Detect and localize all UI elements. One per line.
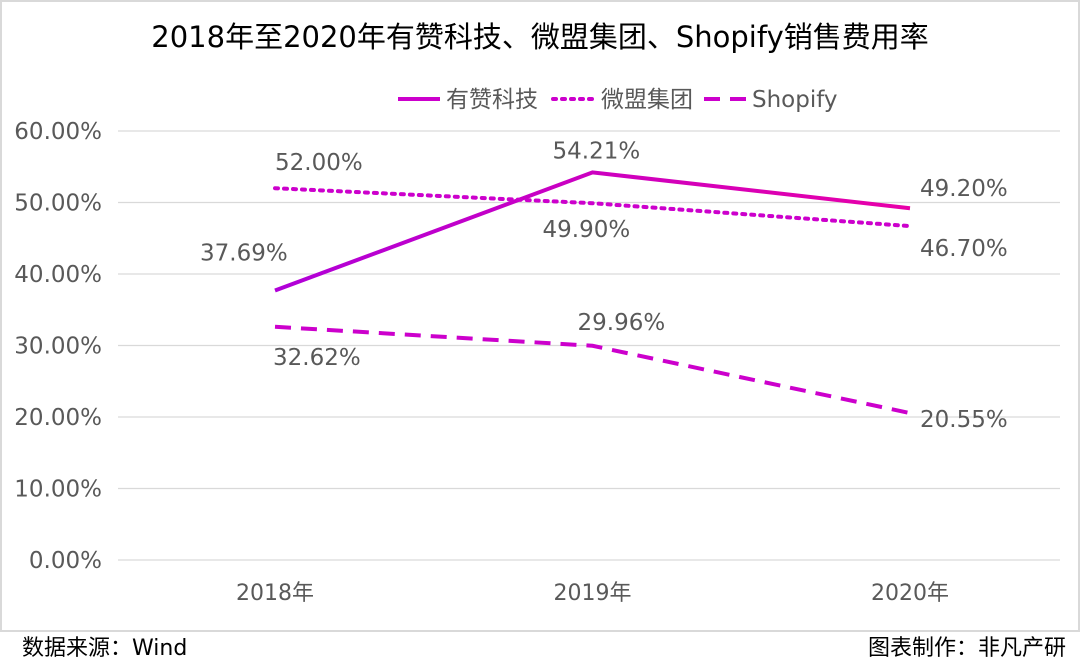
series-line-1 [273,186,912,229]
chart-title: 2018年至2020年有赞科技、微盟集团、Shopify销售费用率 [151,20,929,54]
y-tick-label: 10.00% [14,477,102,503]
data-label: 46.70% [920,236,1008,262]
chart-frame [0,0,1080,632]
line-chart: 0.00% 10.00% 20.00% 30.00% 40.00% 50.00% 60.00… [14,87,1060,606]
data-label: 49.20% [920,176,1008,202]
series-line-0 [274,170,911,293]
x-tick-label: 2020年 [871,581,949,606]
legend-label: Shopify [752,87,838,113]
y-tick-label: 50.00% [14,191,102,217]
y-tick-label: 20.00% [14,405,102,431]
data-label: 54.21% [553,138,641,164]
data-label: 32.62% [273,345,361,371]
data-label: 52.00% [275,150,363,176]
data-source: 数据来源：Wind [22,636,188,661]
data-label: 20.55% [920,407,1008,433]
data-label: 29.96% [578,310,666,336]
x-tick-label: 2019年 [554,581,632,606]
data-label: 37.69% [200,241,288,267]
y-tick-label: 40.00% [14,262,102,288]
data-label: 49.90% [543,217,631,243]
legend-label: 有赞科技 [446,87,538,113]
legend-label: 微盟集团 [601,87,693,113]
y-tick-label: 0.00% [29,548,102,574]
series-line-2 [274,324,911,416]
x-tick-label: 2018年 [236,581,314,606]
chart-credit: 图表制作：非凡产研 [867,636,1066,661]
y-tick-label: 30.00% [14,334,102,360]
y-tick-label: 60.00% [14,119,102,145]
